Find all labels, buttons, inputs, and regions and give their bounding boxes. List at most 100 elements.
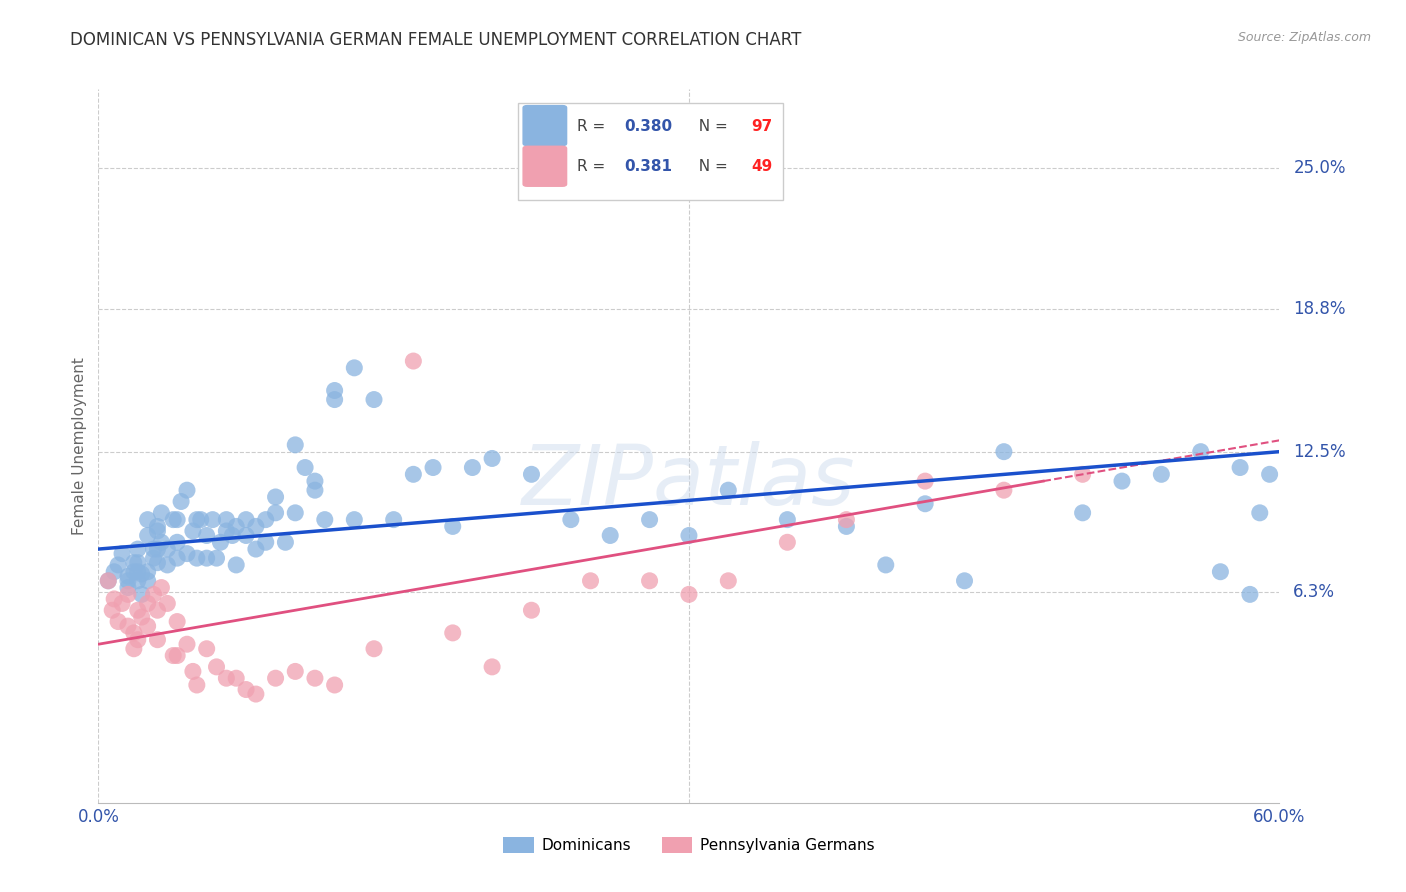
- Point: [914, 497, 936, 511]
- Point: [186, 513, 208, 527]
- Point: [1111, 474, 1133, 488]
- Point: [254, 513, 277, 527]
- Point: [461, 460, 484, 475]
- Point: [117, 619, 139, 633]
- Point: [201, 513, 224, 527]
- Point: [162, 513, 184, 527]
- Point: [122, 626, 145, 640]
- Text: 0.380: 0.380: [624, 119, 672, 134]
- Point: [150, 535, 173, 549]
- Point: [136, 597, 159, 611]
- Point: [304, 474, 326, 488]
- Text: 97: 97: [752, 119, 773, 134]
- Point: [176, 547, 198, 561]
- Text: R =: R =: [576, 160, 610, 175]
- Point: [264, 506, 287, 520]
- Point: [166, 535, 188, 549]
- Point: [127, 565, 149, 579]
- Point: [520, 467, 543, 482]
- Point: [717, 483, 740, 498]
- Point: [205, 551, 228, 566]
- Point: [221, 528, 243, 542]
- Point: [107, 615, 129, 629]
- Point: [638, 574, 661, 588]
- Point: [343, 513, 366, 527]
- FancyBboxPatch shape: [517, 103, 783, 200]
- Point: [835, 519, 858, 533]
- Text: Source: ZipAtlas.com: Source: ZipAtlas.com: [1237, 31, 1371, 45]
- Point: [1071, 506, 1094, 520]
- Point: [225, 558, 247, 572]
- Point: [146, 519, 169, 533]
- Point: [284, 438, 307, 452]
- Point: [235, 682, 257, 697]
- Point: [481, 660, 503, 674]
- Point: [441, 519, 464, 533]
- Text: 0.381: 0.381: [624, 160, 672, 175]
- Text: 6.3%: 6.3%: [1294, 583, 1336, 601]
- Point: [225, 519, 247, 533]
- Text: N =: N =: [689, 119, 733, 134]
- Point: [402, 467, 425, 482]
- Point: [245, 542, 267, 557]
- Point: [481, 451, 503, 466]
- Point: [1229, 460, 1251, 475]
- Point: [382, 513, 405, 527]
- Point: [166, 513, 188, 527]
- Point: [195, 528, 218, 542]
- Point: [122, 556, 145, 570]
- Point: [107, 558, 129, 572]
- Point: [195, 641, 218, 656]
- Point: [146, 524, 169, 538]
- Point: [1150, 467, 1173, 482]
- Point: [181, 524, 204, 538]
- Point: [638, 513, 661, 527]
- Legend: Dominicans, Pennsylvania Germans: Dominicans, Pennsylvania Germans: [498, 831, 880, 859]
- Text: 49: 49: [752, 160, 773, 175]
- Point: [294, 460, 316, 475]
- Point: [162, 648, 184, 663]
- Point: [776, 513, 799, 527]
- Point: [111, 547, 134, 561]
- Text: R =: R =: [576, 119, 610, 134]
- Point: [323, 678, 346, 692]
- Point: [1209, 565, 1232, 579]
- Point: [156, 542, 179, 557]
- Point: [245, 687, 267, 701]
- Point: [304, 671, 326, 685]
- Point: [835, 513, 858, 527]
- Point: [235, 528, 257, 542]
- Point: [186, 678, 208, 692]
- Point: [205, 660, 228, 674]
- Point: [117, 574, 139, 588]
- FancyBboxPatch shape: [523, 105, 567, 146]
- Point: [215, 671, 238, 685]
- Point: [245, 519, 267, 533]
- Point: [560, 513, 582, 527]
- Point: [314, 513, 336, 527]
- FancyBboxPatch shape: [523, 145, 567, 187]
- Point: [520, 603, 543, 617]
- Text: 12.5%: 12.5%: [1294, 442, 1346, 460]
- Point: [136, 619, 159, 633]
- Point: [875, 558, 897, 572]
- Text: 18.8%: 18.8%: [1294, 300, 1346, 318]
- Point: [146, 556, 169, 570]
- Point: [195, 551, 218, 566]
- Point: [136, 528, 159, 542]
- Point: [579, 574, 602, 588]
- Point: [323, 384, 346, 398]
- Point: [1239, 587, 1261, 601]
- Point: [717, 574, 740, 588]
- Point: [122, 565, 145, 579]
- Point: [225, 671, 247, 685]
- Text: 25.0%: 25.0%: [1294, 160, 1346, 178]
- Point: [136, 513, 159, 527]
- Point: [422, 460, 444, 475]
- Point: [993, 483, 1015, 498]
- Point: [1249, 506, 1271, 520]
- Point: [441, 626, 464, 640]
- Point: [176, 637, 198, 651]
- Point: [146, 542, 169, 557]
- Point: [304, 483, 326, 498]
